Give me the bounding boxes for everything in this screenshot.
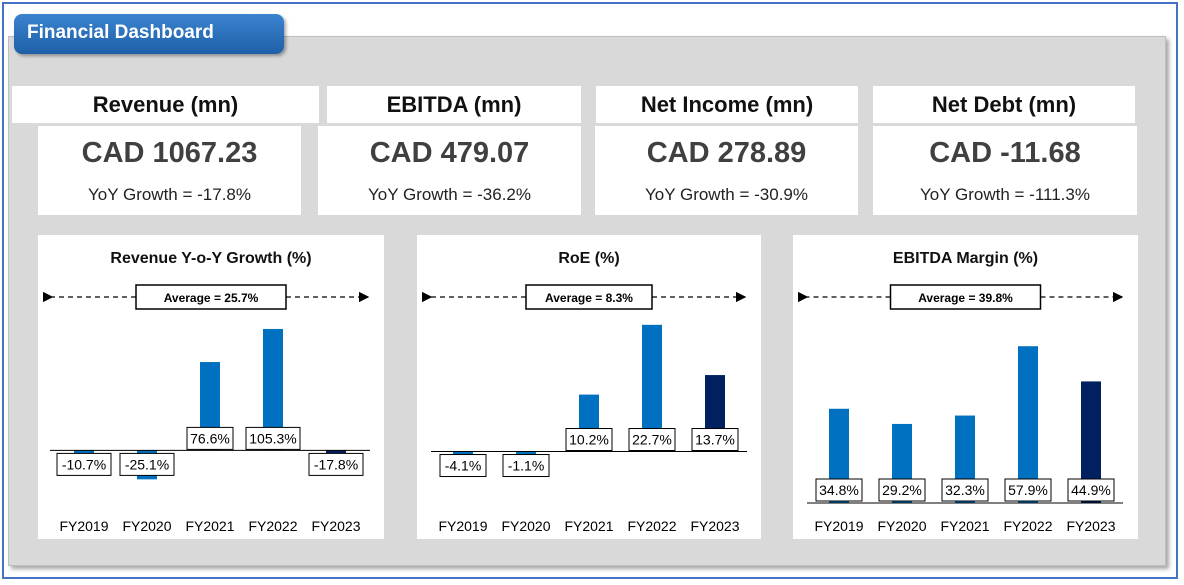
data-label-box xyxy=(119,452,175,476)
kpi-net-income-growth: YoY Growth = -30.9% xyxy=(644,185,809,204)
average-box xyxy=(135,284,287,310)
x-tick-label: FY2023 xyxy=(311,518,360,534)
roe-chart-card: RoE (%) Average = 8.3% -4.1% -1.1% 10.2% 22.7… xyxy=(417,235,761,539)
bar-fy2022 xyxy=(642,324,662,452)
bar-fy2023 xyxy=(1081,381,1101,503)
bar-fy2022 xyxy=(1018,346,1038,503)
data-label-box xyxy=(815,478,863,502)
data-label: 32.3% xyxy=(945,482,985,498)
kpi-ebitda-label: EBITDA (mn) xyxy=(327,86,581,123)
kpi-revenue-card: CAD 1067.23 YoY Growth = -17.8% xyxy=(38,126,301,215)
x-tick-label: FY2021 xyxy=(940,518,989,534)
data-label: -10.7% xyxy=(62,456,106,472)
kpi-net-debt-card: CAD -11.68 YoY Growth = -111.3% xyxy=(873,126,1137,215)
data-label: -1.1% xyxy=(508,458,545,474)
data-label-box xyxy=(502,454,550,478)
average-box xyxy=(889,284,1042,310)
x-tick-label: FY2023 xyxy=(690,518,739,534)
data-label-box xyxy=(1067,478,1115,502)
kpi-net-debt-growth: YoY Growth = -111.3% xyxy=(920,185,1090,204)
x-tick-label: FY2021 xyxy=(564,518,613,534)
data-label: 105.3% xyxy=(249,430,296,446)
data-label: 34.8% xyxy=(819,482,859,498)
chart-title: Revenue Y-o-Y Growth (%) xyxy=(110,250,311,267)
data-label: 13.7% xyxy=(695,432,735,448)
kpi-revenue-label: Revenue (mn) xyxy=(12,86,319,123)
kpi-net-income-value: CAD 278.89 xyxy=(646,137,807,169)
chart-title: RoE (%) xyxy=(558,250,619,267)
kpi-net-income-card: CAD 278.89 YoY Growth = -30.9% xyxy=(595,126,858,215)
data-label-box xyxy=(245,426,301,450)
kpi-ebitda-card: CAD 479.07 YoY Growth = -36.2% xyxy=(318,126,581,215)
x-tick-label: FY2022 xyxy=(627,518,676,534)
kpi-net-debt-value: CAD -11.68 xyxy=(929,137,1081,169)
average-box xyxy=(525,284,653,310)
data-label: 76.6% xyxy=(190,430,230,446)
revenue-growth-chart: Revenue Y-o-Y Growth (%) Average = 25.7% -… xyxy=(42,250,370,534)
data-label: 10.2% xyxy=(569,432,609,448)
ebitda-margin-chart-card: EBITDA Margin (%) Average = 39.8% 34.8% 29.… xyxy=(793,235,1138,539)
x-tick-label: FY2019 xyxy=(438,518,487,534)
x-tick-label: FY2019 xyxy=(814,518,863,534)
bar-fy2022 xyxy=(263,328,283,451)
data-label: -25.1% xyxy=(125,456,169,472)
data-label: 57.9% xyxy=(1008,482,1048,498)
roe-chart: RoE (%) Average = 8.3% -4.1% -1.1% 10.2% 22.7… xyxy=(421,250,747,534)
kpi-net-debt-label: Net Debt (mn) xyxy=(873,86,1135,123)
data-label-box xyxy=(56,452,112,476)
data-label: -4.1% xyxy=(445,458,482,474)
kpi-ebitda-growth: YoY Growth = -36.2% xyxy=(367,185,532,204)
data-label-box xyxy=(878,478,926,502)
data-label-box xyxy=(439,454,487,478)
x-tick-label: FY2023 xyxy=(1066,518,1115,534)
data-label-box xyxy=(186,426,234,450)
x-tick-label: FY2019 xyxy=(59,518,108,534)
x-tick-label: FY2020 xyxy=(501,518,550,534)
x-tick-label: FY2022 xyxy=(1003,518,1052,534)
data-label-box xyxy=(691,428,739,452)
x-tick-label: FY2020 xyxy=(877,518,926,534)
kpi-revenue-value: CAD 1067.23 xyxy=(81,137,258,169)
data-label: 44.9% xyxy=(1071,482,1111,498)
chart-title: EBITDA Margin (%) xyxy=(893,250,1038,267)
data-label: 29.2% xyxy=(882,482,922,498)
kpi-revenue-growth: YoY Growth = -17.8% xyxy=(87,185,252,204)
x-tick-label: FY2022 xyxy=(248,518,297,534)
data-label: 22.7% xyxy=(632,432,672,448)
revenue-growth-chart-card: Revenue Y-o-Y Growth (%) Average = 25.7% -… xyxy=(38,235,384,539)
x-tick-label: FY2020 xyxy=(122,518,171,534)
average-label: Average = 8.3% xyxy=(545,291,633,305)
data-label-box xyxy=(1004,478,1052,502)
x-tick-label: FY2021 xyxy=(185,518,234,534)
kpi-ebitda-value: CAD 479.07 xyxy=(369,137,530,169)
data-label-box xyxy=(628,428,676,452)
ebitda-margin-chart: EBITDA Margin (%) Average = 39.8% 34.8% 29.… xyxy=(797,250,1124,534)
dashboard-title: Financial Dashboard xyxy=(14,14,284,54)
average-label: Average = 39.8% xyxy=(918,291,1013,305)
data-label-box xyxy=(941,478,989,502)
data-label-box xyxy=(565,428,613,452)
data-label: -17.8% xyxy=(314,456,358,472)
average-label: Average = 25.7% xyxy=(164,291,259,305)
kpi-net-income-label: Net Income (mn) xyxy=(596,86,858,123)
data-label-box xyxy=(308,452,364,476)
